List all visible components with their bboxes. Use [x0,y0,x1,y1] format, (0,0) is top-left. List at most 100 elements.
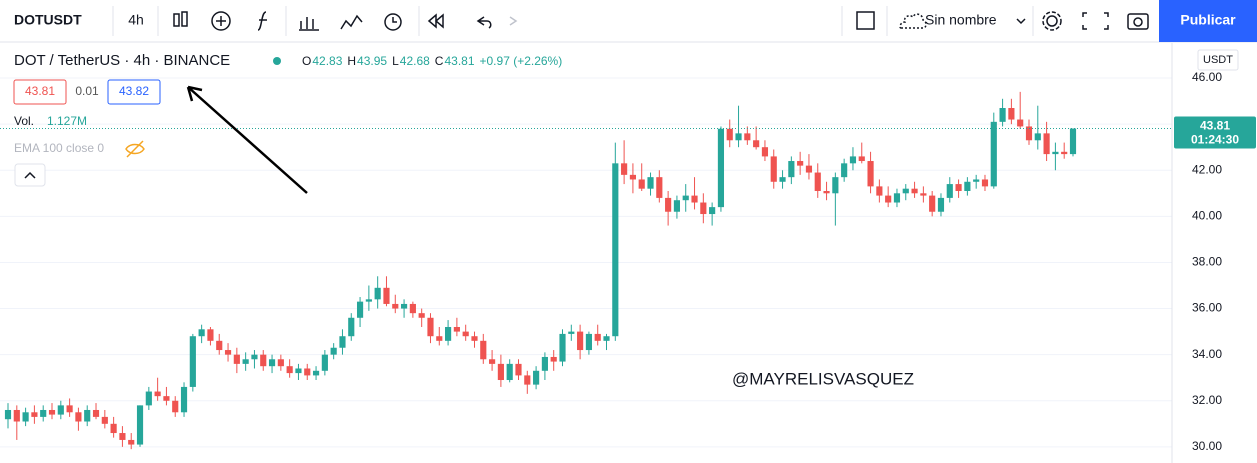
candle-body [541,356,548,371]
candle-body [295,368,302,374]
candle-body [1061,151,1068,155]
candle-body [524,375,531,385]
candle-body [1008,108,1015,120]
candle-body [40,409,47,417]
candle-body [57,405,64,415]
candle-body [937,197,945,212]
buy-box[interactable] [107,79,161,105]
candle-body [312,370,320,376]
candle-body [136,405,144,445]
interval[interactable]: 4h [128,12,144,28]
candle-body [48,409,56,415]
candle-body [920,193,927,196]
plot-area [0,77,1172,450]
candle-body [480,340,487,360]
candle-body [929,195,936,212]
sell-box[interactable] [13,79,67,105]
ohlc-key: L [392,54,399,68]
candle-body [981,179,989,187]
candle-body [400,303,408,309]
candle-body [445,326,452,341]
candle-body [973,179,980,182]
candle-body [955,184,962,191]
candle-body [779,177,786,182]
candle-body [550,356,557,362]
ohlc-legend: O 42.83 H 43.95 L 42.68 C 43.81 +0.97 (+2.26%) [302,54,562,68]
ohlc-key: H [347,54,356,68]
y-tick-label: 38.00 [1192,255,1222,269]
candle-body [990,121,997,187]
candle-body [761,147,769,157]
candle-body [814,172,821,191]
collapse-icon[interactable] [24,171,36,179]
sell-price[interactable]: 43.81 [25,84,55,98]
candle-body [656,177,663,198]
candle-body [145,391,152,406]
candle-body [22,412,29,422]
candle-body [365,299,372,302]
candle-body [858,156,865,162]
spread: 0.01 [75,84,99,98]
candle-body [638,179,645,189]
candle-body [101,416,108,424]
candle-body [4,409,12,420]
candle-body [753,140,760,148]
candle-body [665,197,672,212]
candle-body [268,359,276,367]
candle-body [964,181,971,191]
candle-body [612,163,619,337]
hidden-icon[interactable] [125,140,145,158]
candle-body [709,207,716,215]
watermark: @MAYRELISVASQUEZ [732,369,914,388]
candle-body [128,439,135,445]
candle-body [180,386,188,413]
layout-name[interactable]: Sin nombre [925,12,997,28]
candle-body [885,195,892,203]
candle-body [893,193,901,203]
candle-body [770,156,777,182]
candle-body [216,340,223,351]
candle-body [330,347,337,355]
collapse-button[interactable] [14,163,46,187]
candle-body [277,359,284,367]
candle-body [418,313,425,318]
buy-price[interactable]: 43.82 [119,84,149,98]
candle-body [409,303,416,314]
candle-body [172,400,179,413]
publish-button[interactable] [1159,0,1257,42]
candle-body [383,287,390,304]
currency[interactable]: USDT [1203,54,1233,66]
candle-body [559,333,566,362]
candle-body [154,391,161,397]
volume-label: Vol. [14,114,34,128]
candle-body [471,336,478,341]
candle-body [832,177,839,194]
candle-body [867,161,874,187]
candle-body [356,301,364,318]
symbol[interactable]: DOTUSDT [14,12,82,28]
candle-body [911,188,918,194]
candle-body [462,331,469,337]
currency-box[interactable] [1197,49,1239,71]
candle-body [629,174,636,180]
candle-body [849,156,857,164]
publish-label[interactable]: Publicar [1180,12,1236,28]
candle-body [392,303,399,309]
ohlc-key: O [302,54,311,68]
volume-value: 1.127M [47,114,87,128]
candle-body [682,195,689,201]
candle-body [805,165,813,173]
candle-body [260,354,267,367]
candle-body [1052,151,1059,155]
candle-body [515,363,522,376]
candle-body [506,363,513,381]
toolbar-icons[interactable] [173,11,1149,31]
candle-body [286,366,293,374]
candle-body [84,409,91,422]
candle-body [1034,133,1041,141]
candle-body [13,409,20,422]
ohlc-key: C [435,54,444,68]
candle-body [577,331,584,351]
candle-body [717,128,725,208]
